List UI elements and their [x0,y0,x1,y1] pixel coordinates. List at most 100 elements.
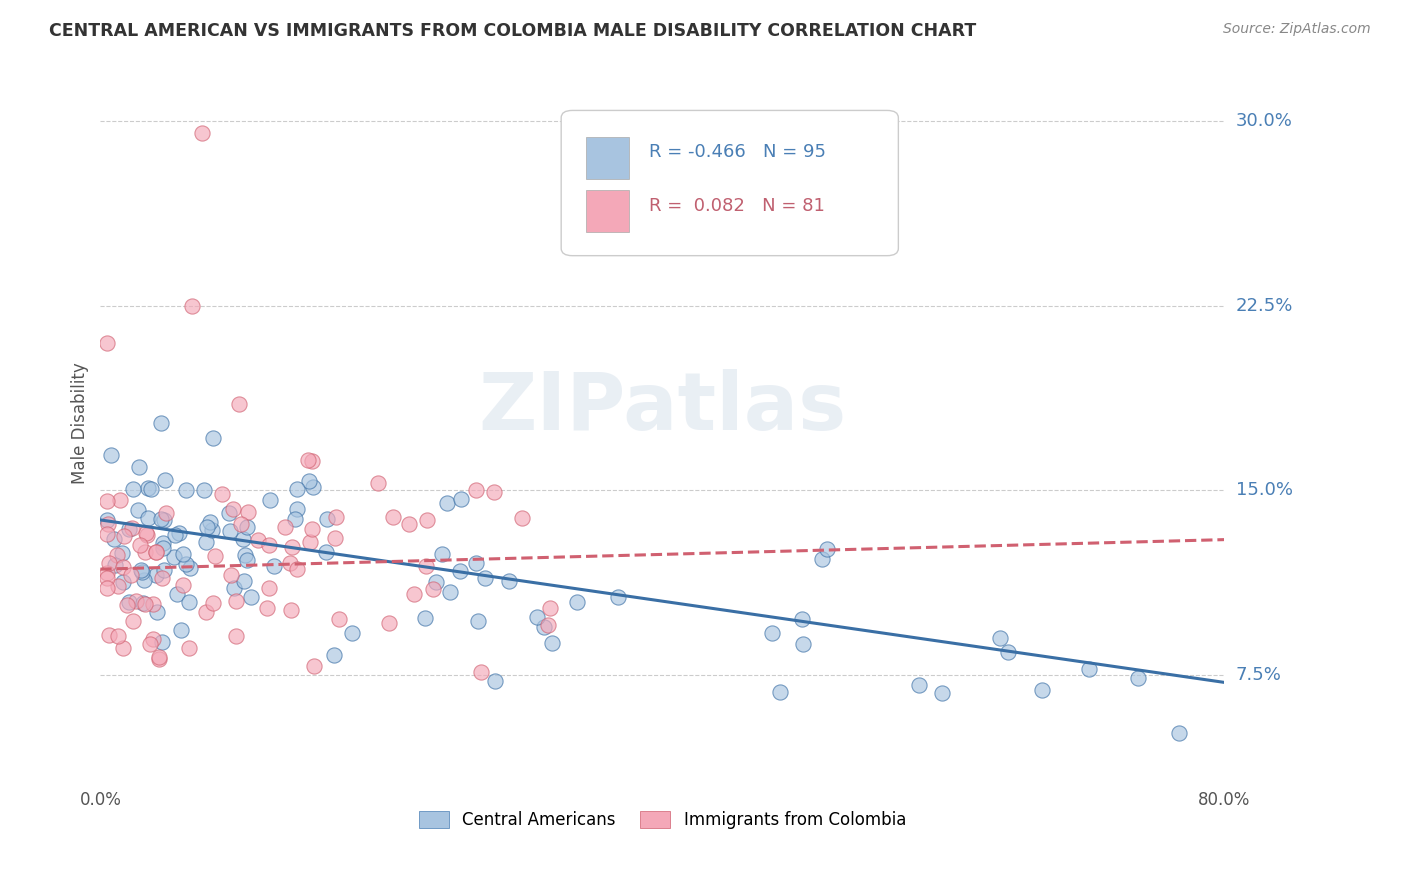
Point [908,678,931,692]
Point [96,570,118,584]
Point [97,627,120,641]
Point [439,585,461,599]
Point [484,674,506,689]
Point [540,636,562,650]
Point [201,523,224,537]
Point [96,581,118,595]
Point [128,460,150,475]
Point [195,535,218,549]
Point [134,545,156,559]
Point [200,516,222,530]
Point [111,575,134,590]
Text: R =  0.082   N = 81: R = 0.082 N = 81 [648,197,825,215]
Point [180,299,202,313]
Point [167,526,190,541]
Point [467,614,489,628]
Point [153,563,176,577]
Point [323,648,346,662]
Point [115,598,138,612]
Point [526,609,548,624]
Point [202,431,225,445]
Point [229,516,252,531]
Point [1126,671,1149,685]
Point [122,614,145,628]
Point [315,545,337,559]
Point [120,567,142,582]
Point [204,549,226,564]
Point [263,559,285,574]
Point [465,556,488,570]
Point [96,335,118,350]
Point [990,631,1012,645]
Point [285,502,308,516]
Point [233,548,256,562]
Point [100,448,122,462]
Point [482,484,505,499]
Point [155,474,177,488]
Point [790,611,813,625]
Point [997,645,1019,659]
Point [155,506,177,520]
Text: 15.0%: 15.0% [1236,482,1292,500]
Point [398,516,420,531]
Point [150,570,173,584]
Point [325,509,347,524]
Point [565,595,588,609]
Point [464,483,486,497]
Point [474,571,496,585]
Point [931,686,953,700]
Point [163,549,186,564]
Point [211,486,233,500]
Point [274,519,297,533]
Point [108,493,131,508]
Point [179,560,201,574]
Point [224,581,246,595]
Point [259,493,281,508]
Point [218,506,240,520]
Point [301,522,323,536]
Point [449,564,471,578]
Point [235,553,257,567]
FancyBboxPatch shape [561,111,898,256]
Point [219,568,242,582]
Point [127,503,149,517]
Point [413,610,436,624]
Point [422,582,444,596]
Point [150,512,173,526]
Text: 7.5%: 7.5% [1236,666,1281,684]
Point [381,510,404,524]
Point [533,620,555,634]
Point [136,511,159,525]
Point [257,538,280,552]
Point [112,640,135,655]
Text: R = -0.466   N = 95: R = -0.466 N = 95 [648,143,825,161]
Point [436,496,458,510]
Point [169,623,191,637]
Point [415,513,437,527]
Point [1168,726,1191,740]
Point [259,581,281,595]
Point [233,574,256,588]
Point [298,535,321,549]
Y-axis label: Male Disability: Male Disability [72,362,89,483]
Point [195,606,218,620]
Point [340,626,363,640]
Point [238,505,260,519]
Point [96,566,118,581]
Point [177,641,200,656]
Point [810,552,832,566]
Point [132,596,155,610]
Point [118,595,141,609]
Point [1031,682,1053,697]
Point [430,547,453,561]
Point [136,481,159,495]
Point [105,548,128,562]
Point [328,612,350,626]
Point [96,527,118,541]
Point [297,453,319,467]
Point [145,545,167,559]
Point [174,483,197,498]
Point [404,587,426,601]
Point [174,557,197,571]
Point [761,626,783,640]
